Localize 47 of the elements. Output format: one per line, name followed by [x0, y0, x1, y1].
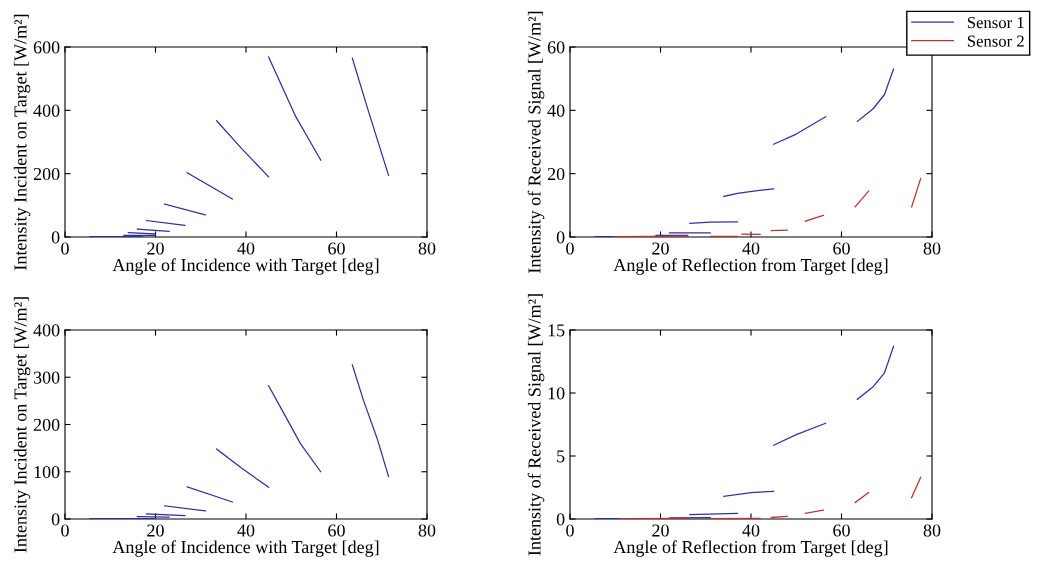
- x-tick-label: 40: [237, 242, 255, 255]
- x-tick-label: 20: [147, 524, 164, 537]
- y-tick-label: 200: [33, 167, 60, 181]
- x-axis-title: Angle of Incidence with Target [deg]: [112, 258, 379, 275]
- x-axis-title: Angle of Reflection from Target [deg]: [613, 540, 888, 557]
- x-tick-label: 0: [61, 242, 69, 255]
- y-tick-label: 400: [33, 104, 60, 117]
- y-tick-label: 10: [548, 387, 565, 400]
- y-tick-label: 0: [556, 513, 565, 526]
- y-tick-label: 5: [557, 450, 565, 463]
- x-tick-label: 0: [566, 524, 574, 537]
- y-tick-label: 60: [547, 41, 565, 54]
- y-tick-label: 20: [547, 167, 565, 181]
- x-tick-label: 20: [147, 242, 164, 255]
- y-axis-title: Intensity of Received Signal [W/m²]: [527, 11, 545, 273]
- x-tick-label: 0: [566, 242, 574, 255]
- x-tick-label: 40: [237, 524, 255, 537]
- x-tick-label: 60: [833, 524, 850, 537]
- y-tick-label: 15: [548, 324, 565, 337]
- x-axis-title: Angle of Reflection from Target [deg]: [613, 258, 888, 275]
- x-tick-label: 20: [652, 524, 669, 537]
- y-axis-title: Intensity Incident on Target [W/m²]: [13, 14, 31, 270]
- x-tick-label: 0: [61, 524, 69, 537]
- y-tick-label: 600: [33, 41, 60, 54]
- x-tick-label: 40: [742, 242, 760, 255]
- x-tick-label: 80: [418, 524, 436, 537]
- y-axis-title: Intensity Incident on Target [W/m²]: [13, 297, 31, 553]
- y-tick-label: 0: [51, 231, 60, 244]
- y-tick-label: 400: [33, 324, 60, 337]
- x-tick-label: 60: [328, 524, 345, 537]
- y-axis-title: Intensity of Received Signal [W/m²]: [527, 294, 545, 556]
- legend-label: Sensor 2: [967, 35, 1024, 47]
- y-tick-label: 300: [33, 371, 60, 384]
- x-axis-title: Angle of Incidence with Target [deg]: [112, 540, 379, 557]
- y-tick-label: 100: [34, 466, 60, 479]
- x-tick-label: 60: [328, 242, 345, 255]
- y-tick-label: 0: [556, 231, 565, 244]
- y-tick-label: 0: [51, 513, 60, 526]
- x-tick-label: 40: [742, 524, 760, 537]
- x-tick-label: 60: [833, 242, 850, 255]
- x-tick-label: 80: [923, 524, 941, 537]
- x-tick-label: 80: [418, 242, 436, 255]
- y-tick-label: 200: [33, 418, 60, 431]
- y-tick-label: 40: [547, 104, 565, 117]
- x-tick-label: 20: [652, 242, 669, 255]
- x-tick-label: 80: [923, 242, 941, 255]
- legend-label: Sensor 1: [967, 16, 1024, 29]
